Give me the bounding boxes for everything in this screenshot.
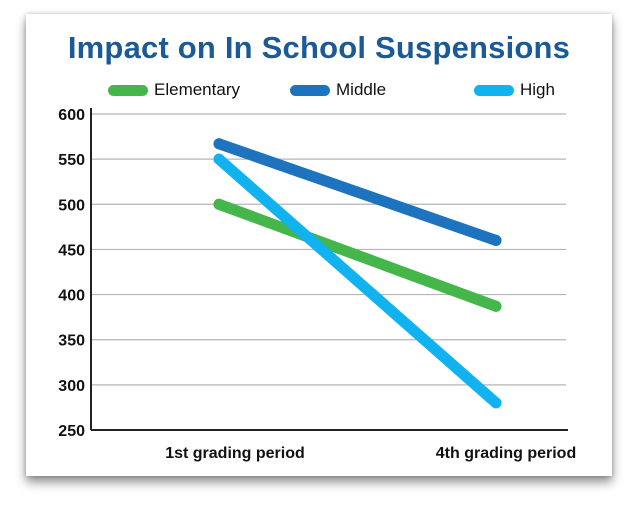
legend-swatch-elementary — [108, 84, 148, 96]
data-point-high-2 — [490, 397, 502, 409]
data-point-high-1 — [213, 153, 225, 165]
legend-item-elementary: Elementary — [108, 80, 240, 100]
chart-card: Impact on In School Suspensions Elementa… — [26, 14, 612, 476]
legend-swatch-high — [474, 84, 514, 96]
y-tick-label-550: 550 — [58, 152, 85, 169]
y-tick-label-500: 500 — [58, 197, 85, 214]
y-tick-label-300: 300 — [58, 378, 85, 395]
legend-item-high: High — [474, 80, 555, 100]
y-tick-label-250: 250 — [58, 423, 85, 440]
legend-label-high: High — [520, 80, 555, 99]
series-line-high — [213, 153, 502, 409]
data-point-elementary-1 — [213, 198, 225, 210]
legend-swatch-middle — [290, 84, 330, 96]
y-tick-label-450: 450 — [58, 242, 85, 259]
x-category-label-1: 1st grading period — [165, 445, 305, 462]
y-tick-label-600: 600 — [58, 107, 85, 124]
chart-title: Impact on In School Suspensions — [67, 30, 571, 65]
series-line-elementary — [213, 198, 502, 312]
legend-item-middle: Middle — [290, 80, 386, 100]
series-line-middle — [213, 138, 502, 246]
legend-label-middle: Middle — [336, 80, 387, 99]
x-category-label-2: 4th grading period — [436, 445, 576, 462]
data-point-middle-1 — [213, 138, 225, 150]
data-point-middle-2 — [490, 234, 502, 246]
line-chart-plot: 600 550 500 450 400 350 300 250 1st grading peri… — [58, 107, 576, 462]
y-tick-label-400: 400 — [58, 288, 85, 305]
legend-label-elementary: Elementary — [154, 80, 240, 99]
y-tick-label-350: 350 — [58, 333, 85, 350]
data-point-elementary-2 — [490, 300, 502, 312]
